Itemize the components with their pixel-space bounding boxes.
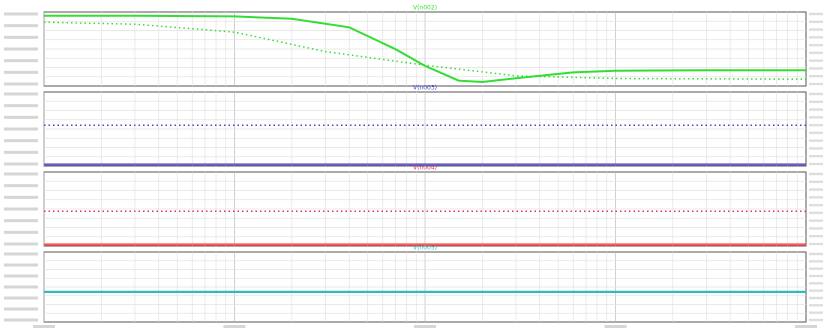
- y2-tick-label: [809, 20, 823, 23]
- y-tick-label: [4, 263, 38, 267]
- y-tick-label: [4, 207, 38, 211]
- x-tick-label: [414, 325, 436, 328]
- y2-tick-label: [809, 267, 823, 270]
- plot-panel-4-title: V(n005): [413, 245, 437, 252]
- y2-tick-label: [809, 211, 823, 215]
- y2-tick-label: [809, 162, 823, 166]
- y-tick-label: [4, 59, 38, 63]
- y2-tick-label: [809, 242, 823, 246]
- y2-tick-label: [809, 139, 823, 142]
- panel-1-trace-2: [43, 21, 807, 80]
- y-tick-label: [4, 12, 38, 16]
- y2-tick-label: [809, 196, 823, 199]
- y-tick-label: [4, 70, 38, 74]
- y2-tick-label: [809, 227, 823, 230]
- y-tick-label: [4, 150, 38, 154]
- x-tick-label: [795, 325, 817, 328]
- y-tick-label: [4, 285, 38, 289]
- y-tick-label: [4, 274, 38, 278]
- y2-tick-label: [809, 75, 823, 78]
- y-tick-label: [4, 296, 38, 300]
- y2-tick-label: [809, 274, 823, 278]
- y2-tick-label: [809, 28, 823, 31]
- y2-tick-label: [809, 296, 823, 300]
- y2-tick-label: [809, 235, 823, 238]
- y2-tick-label: [809, 131, 823, 135]
- x-tick-label: [33, 325, 55, 328]
- y-tick-label: [4, 307, 38, 311]
- y-tick-label: [4, 318, 38, 322]
- y-tick-label: [4, 184, 38, 188]
- y-tick-label: [4, 127, 38, 131]
- y-tick-label: [4, 139, 38, 143]
- y2-tick-label: [809, 51, 823, 55]
- y2-tick-label: [809, 318, 823, 322]
- y2-tick-label: [809, 100, 823, 103]
- y2-tick-label: [809, 219, 823, 222]
- y-tick-label: [4, 162, 38, 166]
- y2-tick-label: [809, 289, 823, 292]
- y-tick-label: [4, 82, 38, 86]
- x-tick-label: [604, 325, 627, 328]
- y-tick-label: [4, 252, 38, 256]
- y2-tick-label: [809, 203, 823, 207]
- panel-1-trace-1: [44, 14, 806, 84]
- y-tick-label: [4, 195, 38, 199]
- plot-panel-3-title: V(n004): [413, 165, 437, 172]
- y-tick-label: [4, 92, 38, 96]
- y2-tick-label: [809, 59, 823, 62]
- y-tick-label: [4, 242, 38, 246]
- y-tick-label: [4, 230, 38, 234]
- y2-tick-label: [809, 67, 823, 70]
- y2-tick-label: [809, 155, 823, 158]
- y2-tick-label: [809, 282, 823, 285]
- y2-tick-label: [809, 147, 823, 150]
- y-tick-label: [4, 172, 38, 176]
- plot-panel-1-title: V(n002): [413, 5, 437, 12]
- y-tick-label: [4, 47, 38, 51]
- y2-tick-label: [809, 12, 823, 16]
- y2-tick-label: [809, 304, 823, 307]
- y2-tick-label: [809, 123, 823, 127]
- y2-tick-label: [809, 36, 823, 39]
- y-tick-label: [4, 104, 38, 108]
- y2-tick-label: [809, 252, 823, 256]
- y-tick-label: [4, 219, 38, 223]
- y-tick-label: [4, 115, 38, 119]
- y2-tick-label: [809, 260, 823, 263]
- y2-tick-label: [809, 172, 823, 176]
- y2-tick-label: [809, 108, 823, 111]
- y2-tick-label: [809, 116, 823, 119]
- y2-tick-label: [809, 180, 823, 183]
- y2-tick-label: [809, 188, 823, 191]
- y-tick-label: [4, 24, 38, 28]
- x-tick-label: [223, 325, 246, 328]
- y2-tick-label: [809, 82, 823, 86]
- y2-tick-label: [809, 92, 823, 96]
- y-tick-label: [4, 35, 38, 39]
- plot-panel-2-title: V(n003): [413, 85, 437, 92]
- y2-tick-label: [809, 43, 823, 47]
- y2-tick-label: [809, 311, 823, 314]
